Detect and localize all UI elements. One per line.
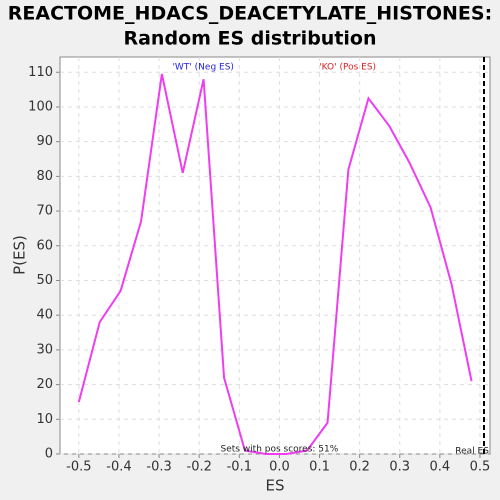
chart-title: Random ES distribution bbox=[123, 28, 376, 50]
x-tick-label: 0.3 bbox=[389, 460, 410, 475]
y-tick-label: 90 bbox=[36, 134, 53, 149]
y-tick-label: 50 bbox=[36, 273, 53, 288]
y-tick-label: 20 bbox=[36, 377, 53, 392]
x-tick-label: -0.1 bbox=[227, 460, 252, 475]
x-tick-label: 0.5 bbox=[470, 460, 491, 475]
x-tick-label: -0.4 bbox=[106, 460, 131, 475]
y-tick-label: 110 bbox=[28, 65, 53, 80]
x-tick-label: 0.2 bbox=[349, 460, 370, 475]
y-tick-label: 10 bbox=[36, 412, 53, 427]
y-tick-label: 0 bbox=[45, 447, 53, 462]
annotation: 'WT' (Neg ES) bbox=[172, 63, 233, 73]
annotation: 'KO' (Pos ES) bbox=[319, 63, 376, 73]
y-tick-label: 30 bbox=[36, 342, 53, 357]
x-tick-label: -0.5 bbox=[66, 460, 91, 475]
x-tick-label: -0.2 bbox=[187, 460, 212, 475]
y-tick-label: 70 bbox=[36, 204, 53, 219]
plot-area bbox=[59, 56, 491, 455]
y-axis-label: P(ES) bbox=[11, 235, 29, 275]
x-tick-label: 0.0 bbox=[269, 460, 290, 475]
x-tick-label: -0.3 bbox=[146, 460, 171, 475]
annotation: Sets with pos scores: 51% bbox=[220, 445, 338, 455]
y-tick-label: 80 bbox=[36, 169, 53, 184]
x-axis-label: ES bbox=[266, 477, 285, 495]
y-tick-label: 40 bbox=[36, 308, 53, 323]
y-tick-label: 60 bbox=[36, 238, 53, 253]
x-tick-label: 0.1 bbox=[309, 460, 330, 475]
es-line bbox=[77, 73, 473, 455]
y-tick-label: 100 bbox=[28, 99, 53, 114]
x-tick-label: 0.4 bbox=[430, 460, 451, 475]
chart-title: REACTOME_HDACS_DEACETYLATE_HISTONES: bbox=[8, 3, 492, 25]
real-es-label: Real ES bbox=[455, 447, 489, 457]
